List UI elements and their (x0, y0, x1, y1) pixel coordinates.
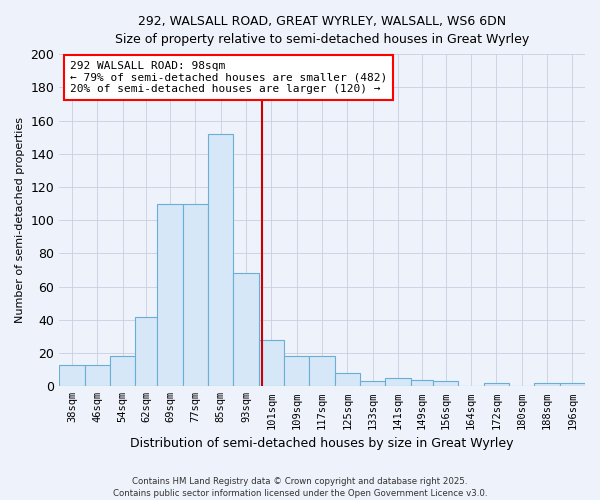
Bar (85, 364, 110, 386)
Bar (110, 356, 135, 386)
Bar (284, 356, 310, 386)
Bar (560, 383, 585, 386)
X-axis label: Distribution of semi-detached houses by size in Great Wyrley: Distribution of semi-detached houses by … (130, 437, 514, 450)
Bar (157, 204, 183, 386)
Bar (208, 134, 233, 386)
Bar (135, 316, 157, 386)
Bar (484, 383, 509, 386)
Bar (411, 380, 433, 386)
Text: Contains HM Land Registry data © Crown copyright and database right 2025.
Contai: Contains HM Land Registry data © Crown c… (113, 476, 487, 498)
Bar (335, 373, 360, 386)
Text: 292 WALSALL ROAD: 98sqm
← 79% of semi-detached houses are smaller (482)
20% of s: 292 WALSALL ROAD: 98sqm ← 79% of semi-de… (70, 61, 387, 94)
Title: 292, WALSALL ROAD, GREAT WYRLEY, WALSALL, WS6 6DN
Size of property relative to s: 292, WALSALL ROAD, GREAT WYRLEY, WALSALL… (115, 15, 529, 46)
Bar (535, 383, 560, 386)
Bar (385, 378, 411, 386)
Y-axis label: Number of semi-detached properties: Number of semi-detached properties (15, 117, 25, 323)
Bar (233, 274, 259, 386)
Bar (259, 340, 284, 386)
Bar (59, 364, 85, 386)
Bar (310, 356, 335, 386)
Bar (183, 204, 208, 386)
Bar (360, 382, 385, 386)
Bar (433, 382, 458, 386)
